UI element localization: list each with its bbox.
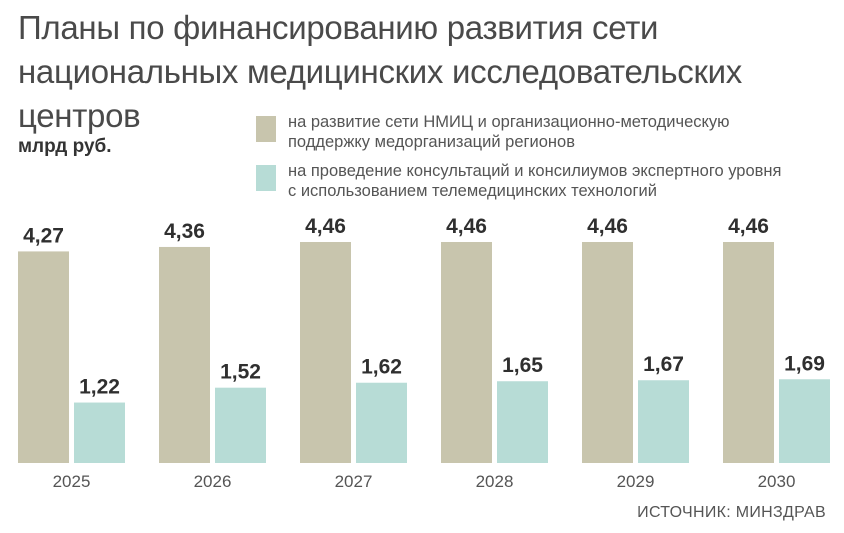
data-label-2028-series-1: 4,46 — [446, 215, 487, 238]
data-label-2030-series-1: 4,46 — [728, 215, 769, 238]
legend-item-development: на развитие сети НМИЦ и организационно-м… — [256, 112, 838, 152]
legend-label-development: на развитие сети НМИЦ и организационно-м… — [288, 112, 838, 152]
legend-label-telemedicine: на проведение консультаций и консилиумов… — [288, 161, 838, 201]
data-label-2027-series-2: 1,62 — [361, 356, 402, 379]
bar-2029-series-2 — [638, 380, 689, 463]
data-label-2028-series-2: 1,65 — [502, 354, 543, 377]
x-tick-label-2027: 2027 — [335, 472, 373, 491]
x-tick-label-2026: 2026 — [194, 472, 232, 491]
x-tick-label-2025: 2025 — [53, 472, 91, 491]
chart-title-line-2: национальных медицинских исследовательск… — [18, 53, 742, 90]
bar-2030-series-1 — [723, 242, 774, 463]
bar-2030-series-2 — [779, 379, 830, 463]
unit-label: млрд руб. — [18, 136, 112, 157]
bar-2026-series-1 — [159, 246, 210, 463]
x-tick-label-2029: 2029 — [617, 472, 655, 491]
bar-2025-series-2 — [74, 402, 125, 463]
source-note: ИСТОЧНИК: МИНЗДРАВ — [637, 504, 826, 521]
bar-2025-series-1 — [18, 251, 69, 463]
legend-label-telemedicine-line-1: на проведение консультаций и консилиумов… — [288, 162, 782, 180]
data-label-2029-series-2: 1,67 — [643, 353, 684, 376]
bar-2026-series-2 — [215, 387, 266, 463]
bar-2027-series-1 — [300, 242, 351, 463]
legend-swatch-development — [256, 116, 276, 142]
chart-title: Планы по финансированию развития сети на… — [18, 6, 818, 138]
data-label-2027-series-1: 4,46 — [305, 215, 346, 238]
chart-title-line-3: центров — [18, 97, 141, 134]
data-label-2026-series-2: 1,52 — [220, 361, 261, 384]
legend-item-telemedicine: на проведение консультаций и консилиумов… — [256, 161, 838, 201]
x-tick-label-2030: 2030 — [758, 472, 796, 491]
bar-2028-series-1 — [441, 242, 492, 463]
bar-2029-series-1 — [582, 242, 633, 463]
legend-swatch-telemedicine — [256, 165, 276, 191]
data-label-2025-series-2: 1,22 — [79, 376, 120, 399]
bar-2028-series-2 — [497, 381, 548, 463]
data-label-2030-series-2: 1,69 — [784, 352, 825, 375]
data-label-2025-series-1: 4,27 — [23, 224, 64, 247]
legend-label-development-line-2: поддержку медорганизаций регионов — [288, 133, 575, 151]
chart-title-line-1: Планы по финансированию развития сети — [18, 9, 659, 46]
legend-label-development-line-1: на развитие сети НМИЦ и организационно-м… — [288, 113, 730, 131]
legend-label-telemedicine-line-2: с использованием телемедицинских техноло… — [288, 182, 657, 200]
data-label-2026-series-1: 4,36 — [164, 220, 205, 243]
x-tick-label-2028: 2028 — [476, 472, 514, 491]
data-label-2029-series-1: 4,46 — [587, 215, 628, 238]
bar-2027-series-2 — [356, 382, 407, 463]
